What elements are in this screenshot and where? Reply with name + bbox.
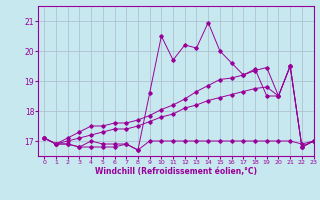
X-axis label: Windchill (Refroidissement éolien,°C): Windchill (Refroidissement éolien,°C) bbox=[95, 167, 257, 176]
